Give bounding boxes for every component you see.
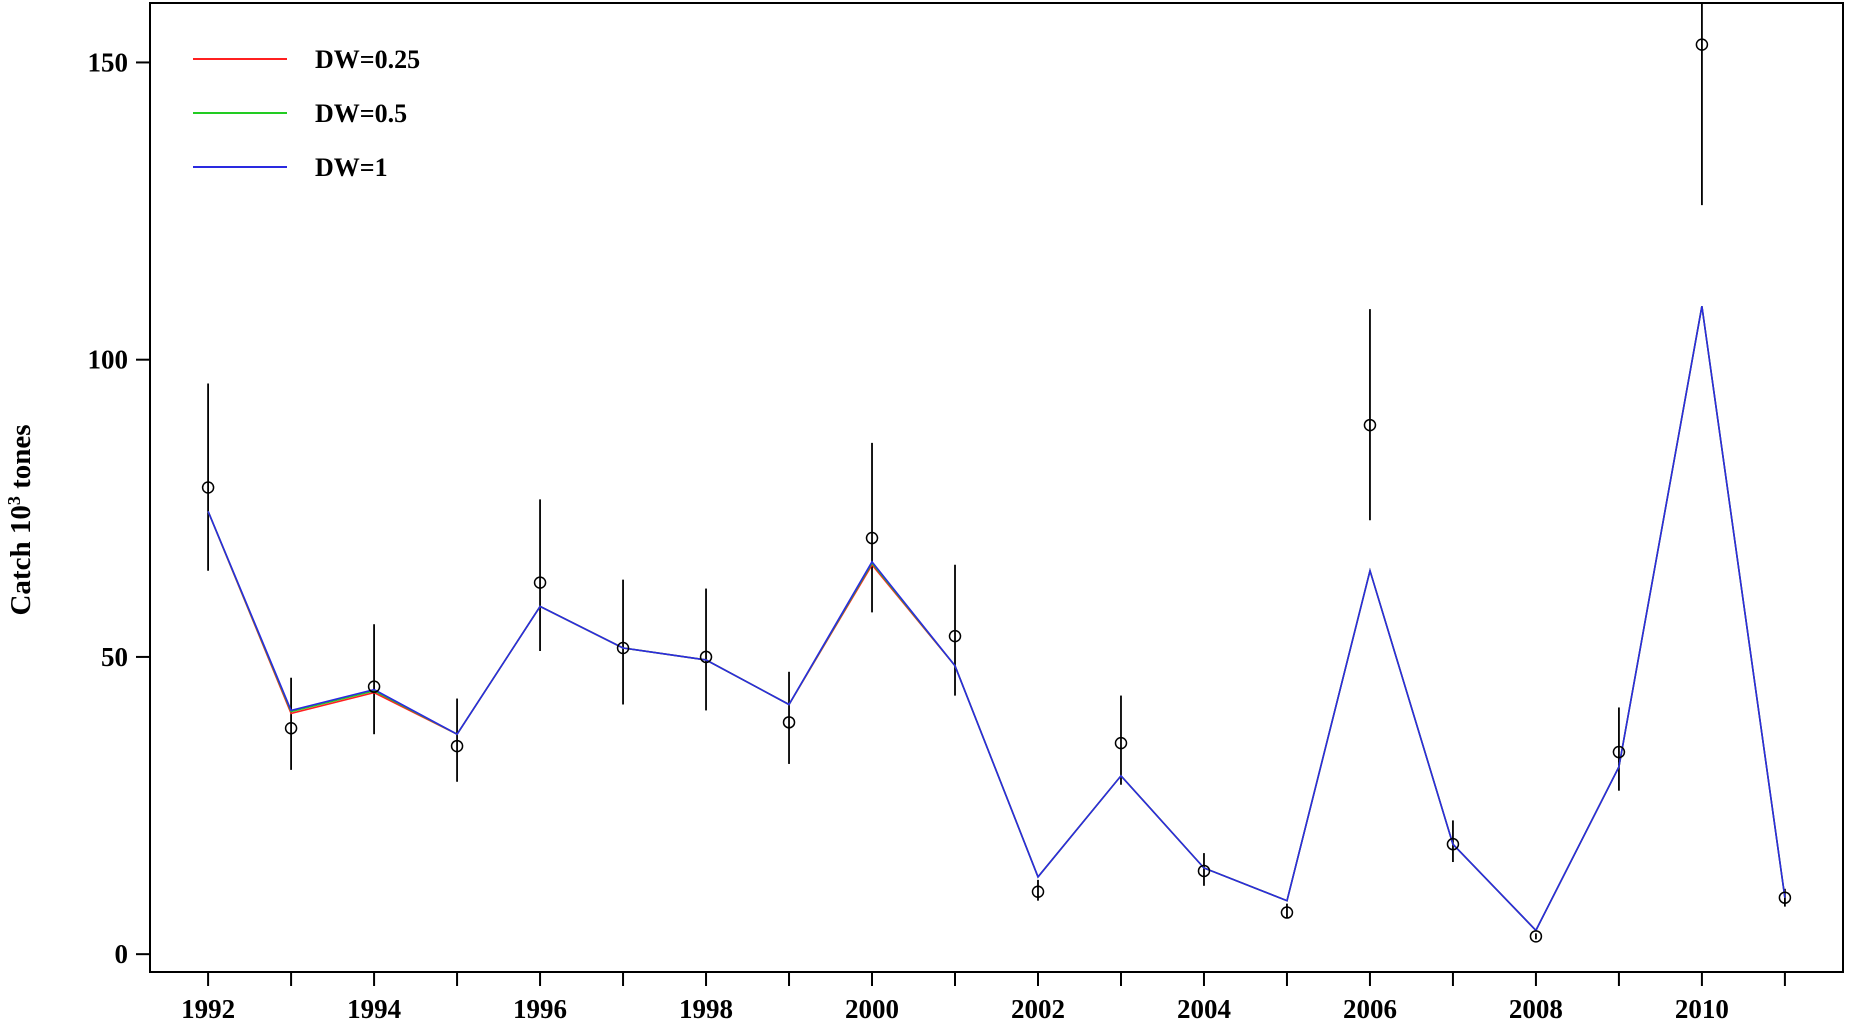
legend-label-2: DW=0.5 [315, 99, 407, 128]
y-tick-label-0: 0 [115, 939, 129, 969]
observed-point-2000 [865, 531, 879, 545]
observed-point-1996 [533, 576, 547, 589]
observed-point-2003 [1114, 736, 1128, 750]
x-tick-label-1992: 1992 [181, 994, 235, 1024]
error-bars [207, 3, 1786, 940]
series-line-1 [207, 306, 1786, 932]
observed-point-2011 [1778, 891, 1792, 904]
x-tick-label-2008: 2008 [1509, 994, 1563, 1024]
observed-point-1998 [699, 650, 713, 664]
series-line-2 [207, 306, 1786, 932]
y-axis-label: Catch 103 tones [4, 424, 37, 615]
observed-point-2006 [1363, 418, 1377, 432]
y-axis-label-superscript: 3 [4, 496, 24, 505]
y-axis-label-main: Catch 10 [5, 505, 37, 615]
legend-label-3: DW=1 [315, 153, 388, 182]
observed-point-1999 [782, 716, 796, 729]
legend: DW=0.25 DW=0.5 DW=1 [193, 45, 420, 182]
y-tick-label-100: 100 [88, 345, 129, 375]
observed-point-1992 [201, 481, 215, 494]
observed-point-2010 [1695, 38, 1709, 51]
series-line-3 [207, 306, 1786, 932]
y-axis: 0 50 100 150 [88, 47, 150, 969]
observed-point-1993 [284, 722, 298, 735]
x-tick-label-2006: 2006 [1343, 994, 1397, 1024]
observed-point-2008 [1529, 930, 1543, 943]
observed-point-2001 [948, 629, 962, 643]
observed-point-1997 [616, 641, 630, 655]
series-lines [207, 306, 1786, 932]
x-tick-label-2004: 2004 [1177, 994, 1231, 1024]
legend-label-1: DW=0.25 [315, 45, 420, 74]
x-tick-label-1994: 1994 [347, 994, 401, 1024]
x-tick-label-1998: 1998 [679, 994, 733, 1024]
observed-point-1995 [450, 739, 464, 753]
y-tick-label-50: 50 [101, 642, 128, 672]
x-tick-label-2000: 2000 [845, 994, 899, 1024]
x-tick-label-2002: 2002 [1011, 994, 1065, 1024]
observed-point-1994 [367, 680, 381, 693]
x-tick-label-2010: 2010 [1675, 994, 1729, 1024]
x-axis: 1992 1994 1996 1998 2000 2002 2004 2006 2008 2010 [181, 972, 1786, 1024]
observed-point-2007 [1446, 837, 1460, 851]
plot-frame [149, 2, 1844, 973]
y-axis-label-suffix: tones [5, 424, 37, 496]
y-tick-label-150: 150 [88, 47, 129, 77]
observed-points [201, 38, 1792, 943]
observed-point-2004 [1197, 864, 1211, 878]
x-tick-label-1996: 1996 [513, 994, 567, 1024]
observed-point-2009 [1612, 745, 1626, 759]
observed-point-2002 [1031, 885, 1045, 898]
observed-point-2005 [1280, 906, 1294, 919]
